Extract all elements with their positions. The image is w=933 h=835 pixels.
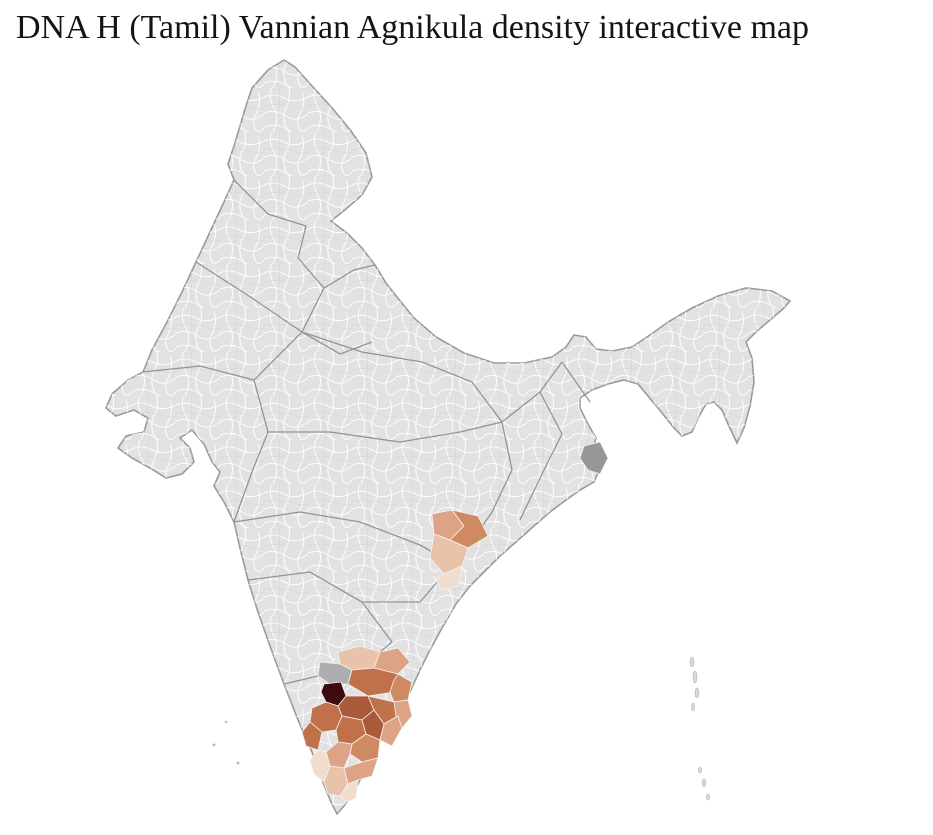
east-density-patch[interactable]	[429, 509, 489, 591]
district-polygon[interactable]	[379, 715, 403, 747]
district-polygon[interactable]	[339, 779, 359, 803]
page-title: DNA H (Tamil) Vannian Agnikula density i…	[16, 9, 809, 46]
district-polygon[interactable]	[435, 565, 463, 591]
district-boundaries-texture	[106, 60, 790, 814]
south-density-cluster[interactable]	[301, 645, 413, 803]
lakshadweep-islets	[212, 720, 240, 765]
gray-district-east[interactable]	[579, 441, 609, 475]
state-borders	[142, 179, 591, 685]
district-polygon[interactable]	[373, 647, 411, 675]
andaman-nicobar-islands	[689, 656, 710, 801]
district-polygon[interactable]	[301, 721, 323, 751]
